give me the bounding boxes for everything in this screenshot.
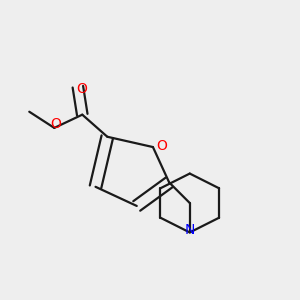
Text: O: O bbox=[156, 139, 167, 153]
Text: N: N bbox=[184, 223, 195, 237]
Text: O: O bbox=[50, 117, 61, 131]
Text: O: O bbox=[76, 82, 87, 96]
